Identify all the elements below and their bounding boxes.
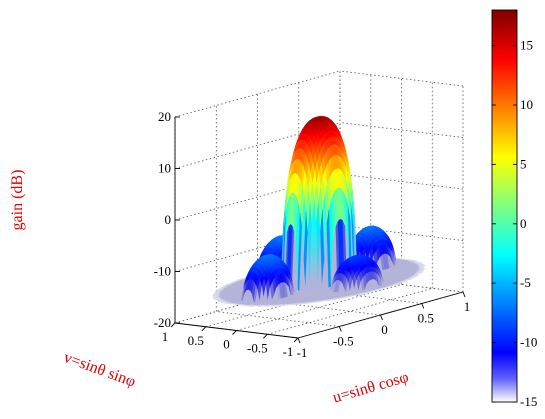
surface-patch bbox=[322, 300, 327, 302]
x-tick-label: 0 bbox=[381, 322, 388, 337]
z-tick-label: 20 bbox=[158, 109, 171, 124]
y-tick-mark bbox=[293, 337, 299, 343]
surface-patch bbox=[316, 301, 321, 303]
grid-line bbox=[205, 280, 371, 328]
axes-grid bbox=[174, 70, 464, 339]
x-tick-label: -0.5 bbox=[333, 334, 354, 349]
surface-patch bbox=[250, 305, 255, 307]
colorbar-tick-label: -5 bbox=[520, 275, 531, 290]
grid-line bbox=[339, 173, 464, 190]
x-tick-mark bbox=[380, 314, 383, 321]
surface-patch bbox=[281, 304, 286, 306]
surface-patch bbox=[265, 305, 270, 307]
x-tick-mark bbox=[421, 303, 425, 309]
colorbar-ticks: 15 10 5 0 -5 -10 -15 bbox=[492, 38, 537, 409]
x-tick-label: 1 bbox=[464, 299, 471, 314]
z-axis-label: gain (dB) bbox=[9, 170, 26, 231]
surface-patch bbox=[348, 295, 353, 298]
colorbar-tick-label: 15 bbox=[520, 38, 533, 53]
x-tick-mark bbox=[338, 326, 342, 332]
grid-line bbox=[236, 284, 402, 331]
surface-patch bbox=[258, 305, 263, 307]
surface-patch bbox=[303, 302, 309, 304]
surface-patch bbox=[271, 305, 276, 307]
grid-line bbox=[339, 70, 464, 87]
y-tick-mark bbox=[201, 326, 207, 332]
surface-patch bbox=[285, 304, 290, 306]
surface-patch bbox=[333, 298, 338, 300]
x-tick-mark bbox=[297, 337, 301, 344]
grid-line bbox=[174, 122, 341, 169]
colorbar-tick-label: 5 bbox=[520, 156, 527, 171]
y-axis-label: v=sinθ sinφ bbox=[61, 349, 138, 391]
x-tick-label: -1 bbox=[297, 345, 308, 360]
grid-line bbox=[174, 225, 341, 272]
grid-line bbox=[267, 287, 433, 335]
grid-line bbox=[339, 276, 464, 293]
grid-line bbox=[339, 225, 464, 241]
surface-patch bbox=[277, 305, 282, 307]
colorbar-tick-label: -15 bbox=[520, 394, 537, 409]
z-tick-label: -20 bbox=[154, 315, 171, 330]
colorbar-tick-label: -10 bbox=[520, 335, 537, 350]
surface-patch bbox=[339, 297, 345, 299]
y-tick-label: 0 bbox=[223, 337, 230, 352]
y-tick-label: 1 bbox=[162, 329, 169, 344]
surface-patch bbox=[299, 303, 305, 305]
grid-line bbox=[174, 276, 341, 324]
y-tick-label: -1 bbox=[283, 344, 294, 359]
grid-line bbox=[174, 173, 341, 221]
grid-line bbox=[257, 299, 381, 316]
grid-line bbox=[298, 288, 422, 304]
grid-line bbox=[174, 70, 341, 118]
colorbar bbox=[491, 9, 518, 403]
surface-patch bbox=[295, 303, 300, 305]
surface-patch bbox=[291, 304, 296, 306]
y-tick-mark bbox=[170, 322, 176, 328]
y-tick-mark bbox=[232, 330, 237, 335]
gain-surface bbox=[211, 116, 426, 307]
surface-patch bbox=[312, 301, 317, 304]
surface-patch bbox=[308, 302, 313, 304]
surface-patch bbox=[357, 294, 362, 296]
z-tick-label: 0 bbox=[165, 212, 172, 227]
x-tick-label: 0.5 bbox=[418, 311, 434, 326]
y-tick-label: -0.5 bbox=[247, 340, 268, 355]
x-tick-mark bbox=[462, 291, 466, 298]
y-tick-label: 0.5 bbox=[188, 333, 204, 348]
x-axis-label: u=sinθ cosφ bbox=[331, 369, 411, 407]
grid-line bbox=[216, 311, 340, 327]
grid-line bbox=[339, 122, 464, 138]
colorbar-tick-label: 0 bbox=[520, 216, 527, 231]
colorbar-tick-label: 10 bbox=[520, 97, 533, 112]
y-tick-mark bbox=[262, 333, 268, 339]
z-tick-label: -10 bbox=[154, 264, 171, 279]
z-tick-label: 10 bbox=[158, 161, 171, 176]
surface-patch bbox=[326, 299, 332, 302]
